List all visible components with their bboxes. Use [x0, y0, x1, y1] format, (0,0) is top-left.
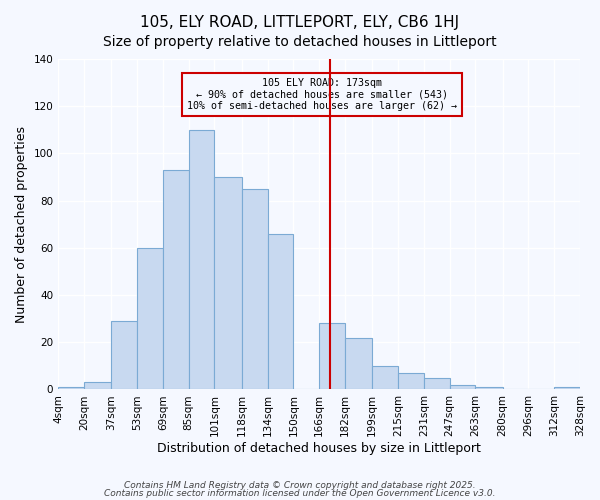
Bar	[163, 170, 188, 390]
Bar	[268, 234, 293, 390]
Text: 105, ELY ROAD, LITTLEPORT, ELY, CB6 1HJ: 105, ELY ROAD, LITTLEPORT, ELY, CB6 1HJ	[140, 15, 460, 30]
Bar	[372, 366, 398, 390]
Bar	[84, 382, 112, 390]
Text: 105 ELY ROAD: 173sqm
← 90% of detached houses are smaller (543)
10% of semi-deta: 105 ELY ROAD: 173sqm ← 90% of detached h…	[187, 78, 457, 111]
Text: Size of property relative to detached houses in Littleport: Size of property relative to detached ho…	[103, 35, 497, 49]
Bar	[345, 338, 372, 390]
Bar	[214, 177, 242, 390]
Text: Contains public sector information licensed under the Open Government Licence v3: Contains public sector information licen…	[104, 488, 496, 498]
Y-axis label: Number of detached properties: Number of detached properties	[15, 126, 28, 322]
Bar	[475, 387, 503, 390]
Bar	[449, 384, 475, 390]
Bar	[424, 378, 449, 390]
Bar	[137, 248, 163, 390]
X-axis label: Distribution of detached houses by size in Littleport: Distribution of detached houses by size …	[157, 442, 481, 455]
Bar	[188, 130, 214, 390]
Bar	[242, 189, 268, 390]
Bar	[554, 387, 580, 390]
Bar	[58, 387, 84, 390]
Text: Contains HM Land Registry data © Crown copyright and database right 2025.: Contains HM Land Registry data © Crown c…	[124, 481, 476, 490]
Bar	[398, 373, 424, 390]
Bar	[319, 324, 345, 390]
Bar	[112, 321, 137, 390]
